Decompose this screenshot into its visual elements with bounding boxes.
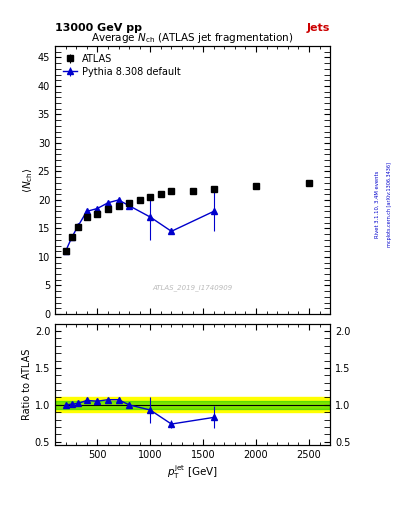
Text: Rivet 3.1.10, 3.4M events: Rivet 3.1.10, 3.4M events (375, 171, 380, 239)
Y-axis label: $\langle N_{\rm ch}\rangle$: $\langle N_{\rm ch}\rangle$ (21, 167, 35, 193)
Text: ATLAS_2019_I1740909: ATLAS_2019_I1740909 (152, 284, 233, 290)
Title: Average $N_{\rm ch}$ (ATLAS jet fragmentation): Average $N_{\rm ch}$ (ATLAS jet fragment… (91, 31, 294, 45)
Bar (55, 401, 330, 409)
Y-axis label: Ratio to ATLAS: Ratio to ATLAS (22, 349, 32, 420)
Text: mcplots.cern.ch [arXiv:1306.3436]: mcplots.cern.ch [arXiv:1306.3436] (387, 162, 391, 247)
Text: 13000 GeV pp: 13000 GeV pp (55, 23, 142, 33)
Legend: ATLAS, Pythia 8.308 default: ATLAS, Pythia 8.308 default (60, 51, 184, 80)
X-axis label: $p_{\rm T}^{\rm jet}$ [GeV]: $p_{\rm T}^{\rm jet}$ [GeV] (167, 463, 218, 481)
Text: Jets: Jets (307, 23, 330, 33)
Bar (55, 397, 330, 412)
